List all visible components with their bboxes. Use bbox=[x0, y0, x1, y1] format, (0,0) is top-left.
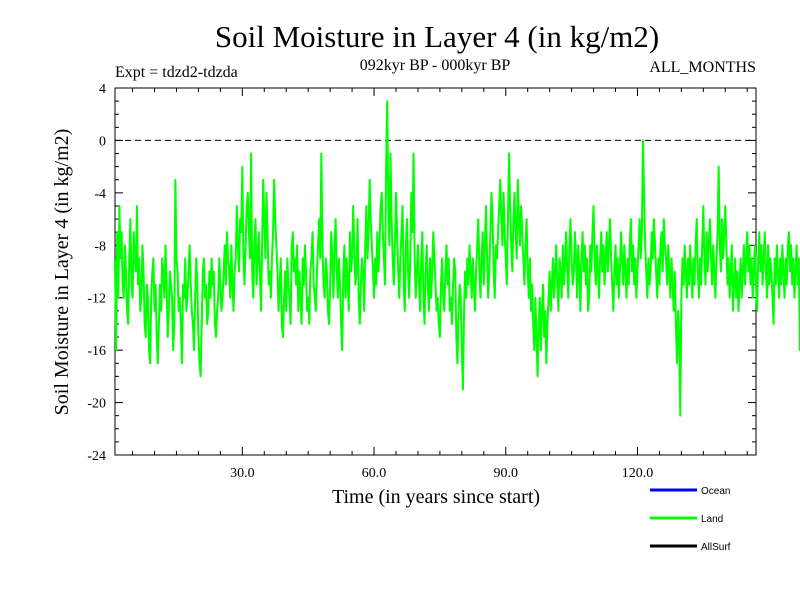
x-tick-label: 90.0 bbox=[493, 466, 518, 481]
legend: Ocean Land AllSurf bbox=[650, 486, 731, 553]
axis-ticks bbox=[115, 87, 756, 456]
series-line-land bbox=[114, 100, 800, 417]
y-axis-title: Soil Moisture in Layer 4 (in kg/m2) bbox=[51, 129, 73, 416]
y-tick-label: -8 bbox=[94, 239, 106, 254]
y-tick-label: 0 bbox=[99, 134, 106, 149]
y-tick-label: -20 bbox=[87, 397, 106, 412]
experiment-label: Expt = tdzd2-tdzda bbox=[115, 64, 238, 81]
series-lines bbox=[114, 100, 800, 417]
time-range-label: 092kyr BP - 000kyr BP bbox=[360, 57, 511, 74]
x-axis-title: Time (in years since start) bbox=[332, 486, 540, 508]
y-tick-label: -4 bbox=[94, 187, 106, 202]
y-tick-label: -24 bbox=[87, 449, 106, 464]
x-tick-label: 60.0 bbox=[362, 466, 387, 481]
y-tick-label: -16 bbox=[87, 344, 106, 359]
y-tick-labels: 4 0 -4 -8 -12 -16 -20 -24 bbox=[87, 82, 106, 464]
legend-label: Ocean bbox=[701, 486, 730, 497]
y-tick-label: 4 bbox=[99, 82, 106, 97]
x-tick-label: 120.0 bbox=[622, 466, 654, 481]
chart-title: Soil Moisture in Layer 4 (in kg/m2) bbox=[215, 19, 659, 54]
x-tick-label: 30.0 bbox=[230, 466, 255, 481]
y-tick-label: -12 bbox=[87, 292, 106, 307]
legend-label: AllSurf bbox=[701, 542, 731, 553]
x-tick-labels: 30.0 60.0 90.0 120.0 bbox=[230, 466, 653, 481]
legend-label: Land bbox=[701, 514, 723, 525]
months-label: ALL_MONTHS bbox=[649, 59, 756, 76]
